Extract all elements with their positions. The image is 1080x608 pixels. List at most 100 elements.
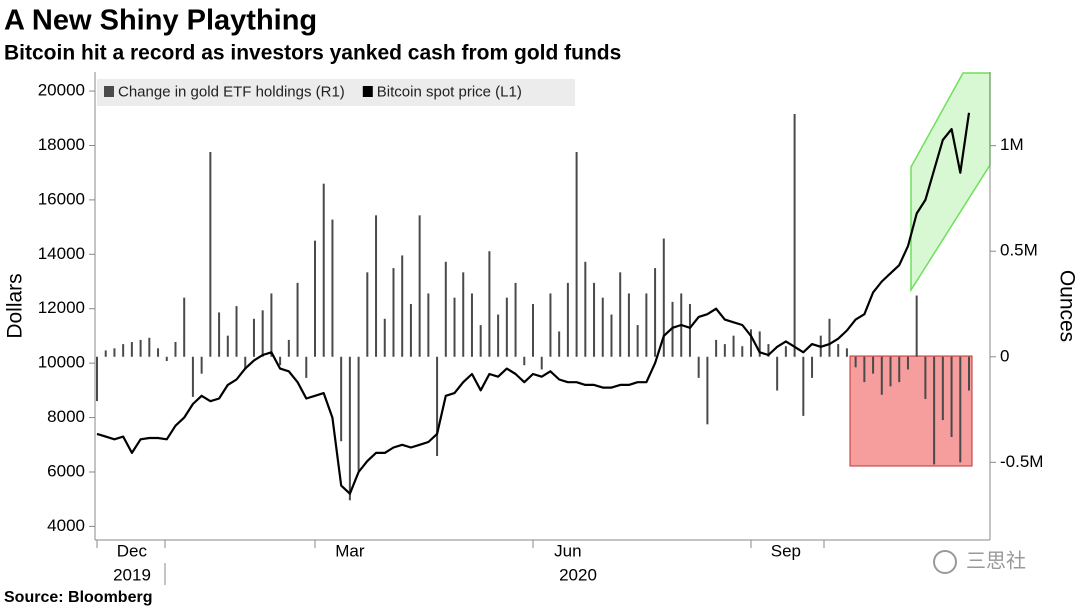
- x-tick-label: Jun: [554, 541, 581, 560]
- bar: [235, 306, 238, 357]
- bar: [941, 356, 944, 421]
- y-tick-label: 6000: [47, 461, 85, 480]
- line: [96, 112, 971, 495]
- bar: [968, 356, 970, 391]
- bar: [348, 356, 351, 501]
- bar: [427, 293, 430, 357]
- x-tick-label: Sep: [771, 541, 801, 560]
- bar: [532, 303, 534, 357]
- bar: [279, 356, 282, 366]
- x-tick-label: Dec: [117, 541, 148, 560]
- watermark: 三思社: [966, 549, 1026, 572]
- y-tick-label: 10000: [38, 353, 85, 372]
- legend: Change in gold ETF holdings (R1) Bitcoin …: [97, 79, 575, 106]
- bar: [889, 356, 892, 387]
- bar: [270, 293, 273, 357]
- watermark-icon: [933, 550, 957, 574]
- bar: [287, 339, 290, 357]
- bar: [732, 335, 735, 357]
- bar: [793, 114, 796, 357]
- bar: [741, 346, 744, 357]
- bar: [244, 356, 247, 370]
- bar: [636, 325, 639, 357]
- chart-subtitle: Bitcoin hit a record as investors yanked…: [4, 42, 621, 65]
- bar: [505, 297, 508, 357]
- bar: [828, 318, 831, 357]
- bar: [479, 325, 482, 357]
- bar: [915, 295, 918, 357]
- year-label: 2020: [559, 565, 597, 584]
- bar: [252, 318, 255, 357]
- bar: [523, 356, 526, 366]
- year-label: 2019: [113, 565, 151, 584]
- x-tick-label: Mar: [335, 541, 365, 560]
- bar: [619, 272, 622, 357]
- outflow-box: [849, 355, 973, 467]
- plot-area: [95, 72, 990, 540]
- bar: [601, 297, 604, 357]
- bar: [139, 339, 142, 357]
- bar: [767, 344, 770, 357]
- bar: [802, 356, 805, 416]
- bar: [157, 348, 160, 357]
- y-tick-label: 14000: [38, 244, 85, 263]
- source: Source: Bloomberg: [4, 589, 152, 606]
- y2-tick-label: 0.5M: [1000, 241, 1038, 260]
- bar: [558, 331, 561, 357]
- bar: [314, 240, 316, 357]
- bar: [357, 356, 360, 471]
- bar: [872, 356, 875, 374]
- legend-label: Bitcoin spot price (L1): [377, 83, 522, 100]
- bar: [174, 341, 177, 357]
- bar: [444, 261, 447, 357]
- bar: [880, 356, 883, 395]
- bar: [706, 356, 709, 425]
- bar: [183, 297, 186, 357]
- bar: [575, 152, 578, 357]
- legend-label: Change in gold ETF holdings (R1): [118, 83, 345, 100]
- bar: [296, 282, 299, 357]
- bar: [654, 268, 657, 357]
- bar: [776, 356, 779, 391]
- bar: [863, 356, 866, 383]
- bar: [933, 356, 936, 465]
- bar: [898, 356, 901, 383]
- y-tick-label: 18000: [38, 135, 85, 154]
- bar: [610, 314, 613, 357]
- legend-swatch: [104, 86, 114, 97]
- bar: [470, 293, 473, 357]
- bar: [837, 344, 840, 357]
- bar: [209, 152, 212, 357]
- bar: [392, 268, 395, 357]
- bar: [697, 356, 700, 378]
- bar: [113, 348, 116, 357]
- bar: [959, 356, 962, 463]
- bar: [497, 314, 500, 357]
- bar: [662, 238, 665, 357]
- bar: [218, 312, 221, 357]
- month-ticks: [96, 540, 825, 585]
- bar: [758, 331, 761, 357]
- bar: [488, 251, 491, 357]
- bar: [645, 293, 648, 357]
- bar: [322, 183, 325, 357]
- bar: [671, 301, 674, 357]
- bar: [104, 350, 107, 357]
- bar: [261, 310, 264, 357]
- y2-axis-label: Ounces: [1055, 270, 1078, 342]
- bar: [593, 282, 596, 357]
- bar: [200, 356, 203, 374]
- bar: [340, 356, 343, 442]
- bar: [811, 356, 814, 378]
- bar: [566, 282, 569, 357]
- bar: [366, 272, 369, 357]
- bar: [514, 282, 517, 357]
- y-tick-label: 16000: [38, 189, 85, 208]
- bar: [226, 335, 229, 357]
- bar: [130, 341, 133, 357]
- bar: [845, 348, 848, 357]
- bar: [401, 255, 404, 357]
- bar: [906, 356, 909, 370]
- bar: [148, 337, 151, 357]
